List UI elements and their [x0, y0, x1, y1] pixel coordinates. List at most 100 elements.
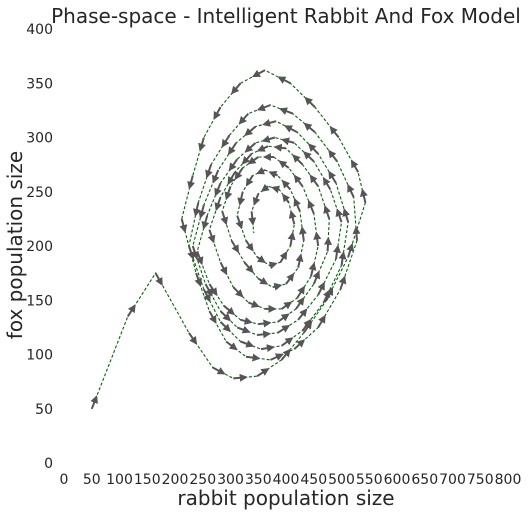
y-tick-label: 50 — [35, 402, 53, 418]
direction-arrow — [279, 251, 288, 263]
direction-arrow — [212, 169, 220, 184]
direction-arrow — [342, 208, 351, 223]
direction-arrow — [194, 272, 203, 287]
direction-arrow — [258, 319, 272, 328]
direction-arrow — [188, 332, 198, 345]
direction-arrow — [277, 324, 291, 334]
direction-arrow — [293, 339, 306, 350]
x-tick-label: 250 — [189, 472, 216, 488]
y-tick-label: 400 — [26, 22, 53, 38]
direction-arrow — [359, 188, 368, 203]
x-tick-label: 50 — [83, 472, 101, 488]
direction-arrow — [281, 301, 293, 310]
direction-arrow — [237, 191, 246, 206]
direction-arrow — [256, 368, 270, 378]
direction-arrow — [260, 344, 275, 353]
direction-arrow — [244, 142, 257, 153]
direction-arrow — [228, 142, 237, 156]
plot-area — [90, 69, 368, 410]
direction-arrow — [287, 231, 296, 247]
direction-arrow — [268, 171, 279, 179]
direction-arrow — [154, 272, 163, 286]
direction-arrow — [261, 135, 276, 143]
direction-arrow — [228, 158, 239, 172]
direction-arrow — [308, 262, 317, 277]
direction-arrow — [252, 193, 261, 206]
direction-arrow — [240, 340, 255, 348]
direction-arrow — [285, 272, 295, 285]
direction-arrow — [223, 304, 236, 316]
y-tick-label: 100 — [26, 348, 53, 364]
direction-arrow — [241, 153, 253, 165]
direction-arrow — [257, 277, 269, 285]
direction-arrow — [256, 167, 266, 175]
direction-arrow — [235, 215, 244, 230]
direction-arrow — [192, 202, 201, 217]
direction-arrow — [293, 174, 304, 187]
direction-arrow — [256, 144, 269, 152]
direction-arrow — [198, 137, 206, 152]
x-tick-label: 700 — [439, 472, 466, 488]
x-tick-label: 650 — [411, 472, 438, 488]
direction-arrow — [126, 304, 136, 318]
direction-arrow — [256, 103, 271, 112]
y-tick-label: 350 — [26, 76, 53, 92]
direction-arrow — [256, 255, 266, 264]
x-tick-label: 100 — [106, 472, 133, 488]
y-axis-label: fox population size — [3, 151, 27, 339]
direction-arrow — [256, 330, 272, 339]
direction-arrow — [281, 137, 295, 146]
direction-arrow — [205, 164, 213, 179]
direction-arrow — [207, 229, 216, 244]
direction-arrow — [282, 193, 291, 204]
direction-arrow — [322, 289, 331, 303]
direction-arrow — [187, 175, 195, 190]
direction-arrow — [247, 156, 259, 165]
x-tick-label: 600 — [384, 472, 411, 488]
direction-arrow — [333, 244, 341, 260]
direction-arrow — [233, 373, 248, 382]
direction-arrow — [313, 231, 322, 247]
direction-arrow — [277, 313, 290, 323]
x-tick-label: 300 — [217, 472, 244, 488]
direction-arrow — [214, 196, 223, 212]
x-axis-label: rabbit population size — [177, 486, 394, 510]
direction-arrow — [335, 208, 344, 223]
direction-arrow — [212, 366, 226, 375]
x-tick-label: 450 — [300, 472, 327, 488]
x-tick-label: 500 — [328, 472, 355, 488]
direction-arrow — [208, 310, 217, 324]
direction-arrow — [271, 185, 280, 194]
direction-arrow — [214, 182, 222, 197]
direction-arrow — [247, 300, 260, 308]
direction-arrow — [272, 282, 283, 291]
x-tick-label: 0 — [60, 472, 69, 488]
direction-arrow — [317, 281, 325, 296]
direction-arrow — [295, 253, 304, 268]
chart-title: Phase-space - Intelligent Rabbit And Fox… — [51, 4, 521, 28]
direction-arrow — [219, 310, 231, 322]
direction-arrow — [346, 242, 354, 258]
direction-arrow — [213, 106, 222, 120]
direction-arrow — [323, 205, 331, 220]
direction-arrow — [279, 107, 294, 115]
direction-arrow — [227, 171, 236, 185]
direction-arrow — [309, 174, 320, 187]
direction-arrow — [240, 316, 253, 325]
x-tick-label: 350 — [245, 472, 272, 488]
direction-arrow — [307, 199, 315, 214]
direction-arrow — [297, 308, 308, 321]
direction-arrow — [303, 151, 315, 163]
direction-arrow — [296, 285, 305, 299]
x-tick-label: 750 — [467, 472, 494, 488]
direction-arrow — [208, 283, 218, 297]
direction-arrow — [238, 112, 250, 125]
direction-arrow — [273, 143, 287, 152]
direction-arrow — [322, 177, 332, 191]
direction-arrow — [234, 167, 244, 181]
y-tick-label: 0 — [44, 456, 53, 472]
direction-arrow — [347, 183, 355, 198]
direction-arrow — [219, 261, 228, 276]
direction-arrow — [230, 240, 240, 254]
